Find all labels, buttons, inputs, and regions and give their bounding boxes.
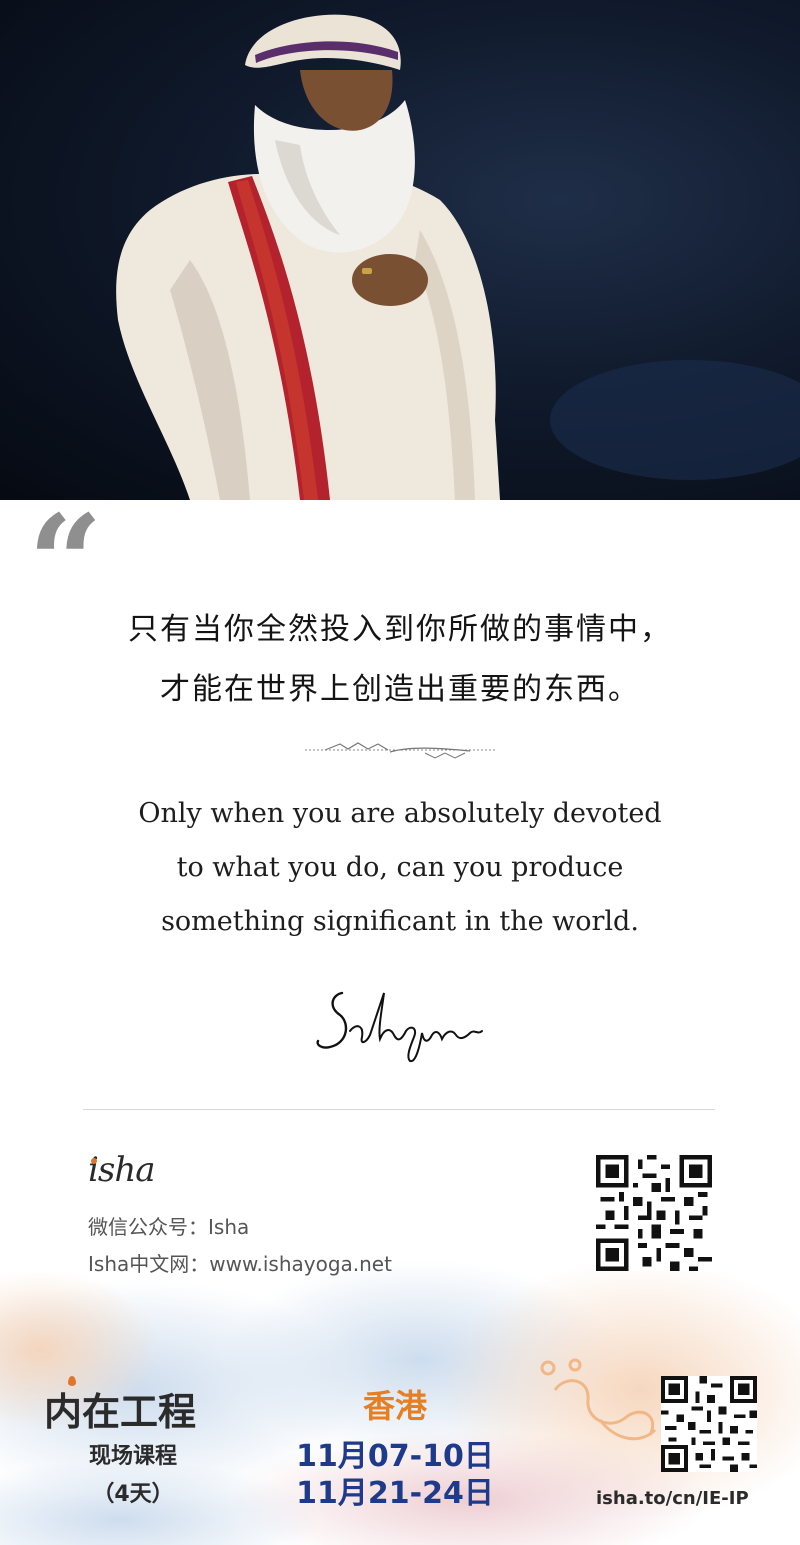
program-duration: （4天） [0, 1476, 266, 1508]
wechat-label: 微信公众号： [88, 1215, 208, 1239]
wechat-qr-code-icon [596, 1155, 712, 1271]
quote-en-line-2: to what you do, can you produce [0, 852, 800, 883]
program-city: 香港 [300, 1381, 490, 1427]
quote-en-line-3: something significant in the world. [0, 906, 800, 937]
website-label: Isha中文网： [88, 1252, 209, 1276]
website-info: Isha中文网：www.ishayoga.net [88, 1248, 392, 1277]
isha-logo: isha [88, 1150, 155, 1190]
quote-zh-line-2: 才能在世界上创造出重要的东西。 [0, 664, 800, 708]
ornament-divider-icon [300, 738, 500, 762]
program-url[interactable]: isha.to/cn/IE-IP [596, 1488, 800, 1509]
section-divider [83, 1109, 715, 1110]
isha-logo-dot-icon [91, 1158, 97, 1164]
quote-en-line-1: Only when you are absolutely devoted [0, 798, 800, 829]
hero-photo [0, 0, 800, 500]
quote-zh-line-1: 只有当你全然投入到你所做的事情中， [0, 604, 800, 648]
sadhguru-illustration [0, 0, 800, 500]
program-qr-code-icon [661, 1376, 757, 1472]
sadhguru-signature [310, 985, 490, 1065]
website-link[interactable]: www.ishayoga.net [209, 1252, 392, 1276]
program-title: 内在工程 [44, 1381, 196, 1436]
wechat-info: 微信公众号：Isha [88, 1211, 249, 1240]
wechat-value: Isha [208, 1215, 249, 1239]
program-subtitle: 现场课程 [0, 1438, 266, 1470]
program-date-2: 11月21-24日 [290, 1468, 500, 1512]
